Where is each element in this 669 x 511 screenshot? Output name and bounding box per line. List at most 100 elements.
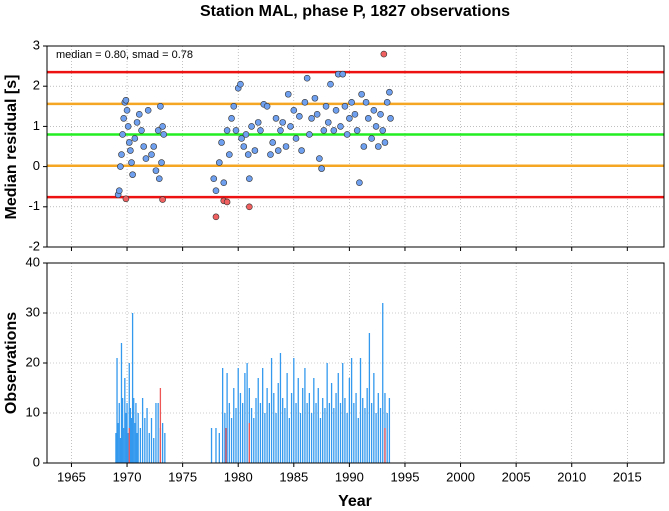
point bbox=[124, 123, 132, 130]
point bbox=[387, 115, 394, 122]
x-tick-label: 2005 bbox=[502, 469, 531, 484]
point bbox=[290, 107, 298, 114]
x-tick-label: 1985 bbox=[279, 469, 308, 484]
point bbox=[244, 151, 252, 158]
point bbox=[284, 90, 292, 98]
point bbox=[210, 175, 218, 182]
point bbox=[337, 123, 344, 130]
point bbox=[358, 90, 365, 98]
point bbox=[257, 127, 264, 134]
y-tick-label: 30 bbox=[26, 304, 40, 319]
point bbox=[386, 88, 393, 96]
point bbox=[144, 107, 152, 114]
point bbox=[122, 96, 130, 104]
point bbox=[212, 213, 220, 221]
point bbox=[381, 139, 389, 146]
y-tick-label: 1 bbox=[33, 118, 40, 133]
point bbox=[303, 74, 311, 82]
point bbox=[240, 143, 248, 150]
point bbox=[383, 98, 391, 106]
point bbox=[269, 139, 276, 146]
chart-title: Station MAL, phase P, 1827 observations bbox=[200, 3, 510, 20]
y-axis-label: Median residual [s] bbox=[3, 75, 20, 220]
point bbox=[343, 131, 351, 138]
x-tick-label: 1980 bbox=[224, 469, 253, 484]
point bbox=[246, 203, 253, 211]
point bbox=[311, 94, 319, 102]
point bbox=[246, 175, 253, 182]
point bbox=[308, 115, 315, 122]
x-tick-label: 1990 bbox=[335, 469, 364, 484]
point bbox=[140, 143, 148, 150]
point bbox=[148, 151, 155, 158]
point bbox=[318, 165, 325, 172]
point bbox=[322, 103, 330, 110]
x-tick-label: 2010 bbox=[557, 469, 586, 484]
y-tick-label: 3 bbox=[33, 37, 40, 52]
point bbox=[142, 155, 150, 162]
plot-frame bbox=[46, 45, 665, 248]
point bbox=[374, 143, 382, 150]
point bbox=[348, 98, 355, 106]
point bbox=[306, 131, 313, 138]
point bbox=[360, 143, 368, 150]
point bbox=[152, 167, 160, 174]
point bbox=[254, 119, 262, 126]
y-tick-label: 20 bbox=[26, 354, 40, 369]
point bbox=[129, 171, 136, 178]
point bbox=[242, 131, 250, 138]
point bbox=[228, 115, 235, 122]
point bbox=[362, 98, 370, 106]
point bbox=[135, 111, 143, 118]
point bbox=[248, 123, 255, 130]
point bbox=[380, 50, 388, 58]
point bbox=[232, 127, 240, 134]
point bbox=[356, 179, 363, 186]
point bbox=[316, 155, 323, 162]
y-tick-label: 40 bbox=[26, 254, 40, 269]
point bbox=[155, 175, 163, 182]
point bbox=[138, 127, 145, 134]
point bbox=[226, 151, 233, 158]
x-tick-label: 1965 bbox=[57, 469, 86, 484]
point bbox=[267, 151, 274, 158]
point bbox=[150, 143, 158, 150]
point bbox=[131, 135, 139, 142]
x-tick-label: 2015 bbox=[613, 469, 642, 484]
point bbox=[320, 127, 328, 134]
x-tick-label: 1995 bbox=[391, 469, 420, 484]
point bbox=[120, 115, 128, 122]
point bbox=[212, 187, 220, 195]
point bbox=[158, 159, 165, 166]
point bbox=[237, 80, 244, 88]
point bbox=[125, 139, 133, 146]
annotation: median = 0.80, smad = 0.78 bbox=[56, 49, 193, 61]
y-tick-label: 0 bbox=[33, 158, 40, 173]
point bbox=[118, 151, 125, 158]
y-tick-label: -1 bbox=[28, 198, 40, 213]
point bbox=[351, 111, 359, 118]
point bbox=[159, 196, 166, 203]
point bbox=[123, 107, 131, 114]
point bbox=[292, 135, 300, 142]
point bbox=[296, 113, 303, 120]
x-tick-label: 1970 bbox=[113, 469, 142, 484]
point bbox=[279, 119, 286, 126]
point bbox=[368, 135, 375, 142]
point bbox=[330, 127, 338, 134]
point bbox=[159, 123, 166, 130]
point bbox=[119, 131, 126, 138]
point bbox=[263, 103, 271, 110]
point bbox=[122, 195, 130, 203]
point bbox=[127, 147, 134, 154]
point bbox=[230, 103, 238, 110]
point bbox=[272, 115, 280, 122]
point bbox=[341, 103, 349, 110]
point bbox=[377, 111, 384, 118]
y-axis-label: Observations bbox=[3, 312, 20, 414]
point bbox=[339, 70, 347, 78]
point bbox=[324, 119, 332, 126]
point bbox=[332, 107, 340, 114]
y-tick-label: 2 bbox=[33, 78, 40, 93]
